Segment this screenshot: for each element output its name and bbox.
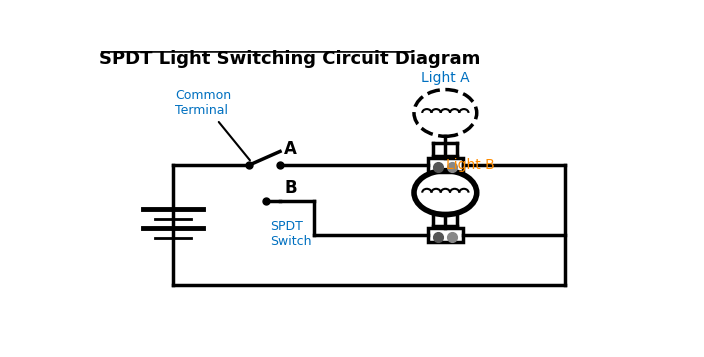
Text: Common
Terminal: Common Terminal <box>175 89 250 160</box>
Text: SPDT
Switch: SPDT Switch <box>270 220 311 248</box>
Bar <box>427 228 463 242</box>
Bar <box>427 158 463 172</box>
Text: Light A: Light A <box>421 71 470 85</box>
Text: SPDT Light Switching Circuit Diagram: SPDT Light Switching Circuit Diagram <box>99 50 480 68</box>
Text: A: A <box>284 140 297 158</box>
Text: Light B: Light B <box>446 158 494 172</box>
Text: B: B <box>284 179 297 197</box>
